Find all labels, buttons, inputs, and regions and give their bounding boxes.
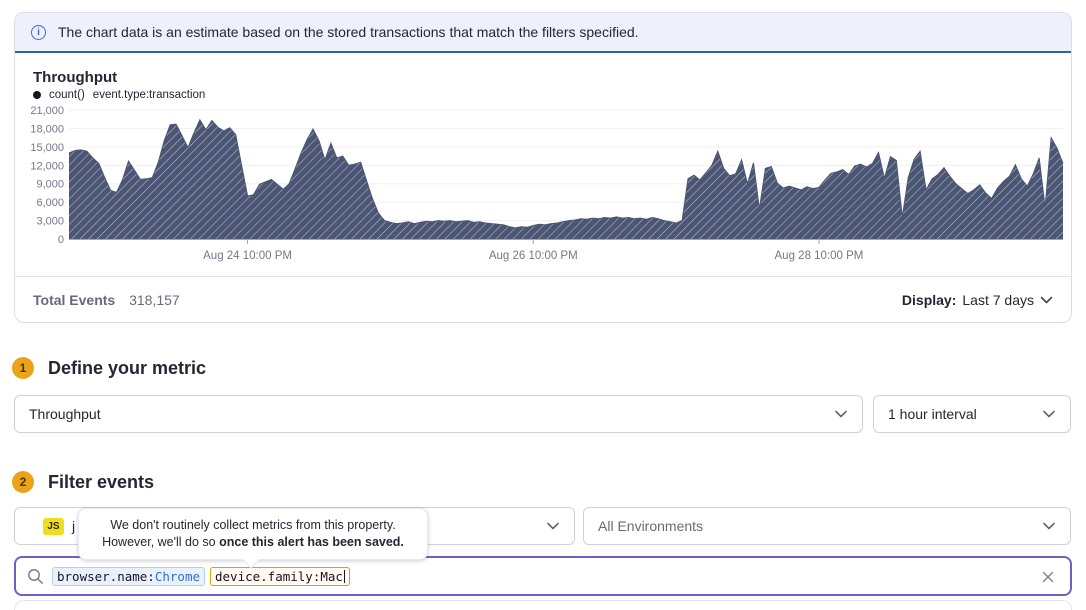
text-cursor — [343, 569, 345, 583]
chevron-down-icon — [547, 522, 559, 530]
chart-panel: i The chart data is an estimate based on… — [14, 12, 1072, 323]
step1-heading: 1 Define your metric — [12, 357, 206, 379]
svg-text:9,000: 9,000 — [36, 179, 64, 191]
step2-heading: 2 Filter events — [12, 471, 154, 493]
step2-number-badge: 2 — [12, 471, 34, 493]
search-input[interactable]: browser.name:Chrome device.family:Mac — [14, 556, 1072, 596]
svg-text:15,000: 15,000 — [31, 142, 64, 154]
metric-select-value: Throughput — [29, 406, 101, 422]
project-select-value: j — [72, 518, 76, 534]
step1-title: Define your metric — [48, 357, 207, 378]
svg-text:12,000: 12,000 — [31, 160, 64, 172]
info-icon: i — [31, 24, 46, 40]
info-banner: i The chart data is an estimate based on… — [15, 13, 1071, 53]
chart-section: Throughput count() event.type:transactio… — [15, 53, 1071, 276]
javascript-platform-icon: JS — [43, 517, 64, 535]
token-key: browser.name: — [57, 568, 155, 584]
throughput-area-chart[interactable]: 0 3,000 6,000 9,000 12,000 15,000 18,000 21,000… — [30, 101, 1065, 265]
legend-aggregate: count() — [49, 89, 85, 101]
info-banner-text: The chart data is an estimate based on t… — [58, 24, 639, 40]
display-value: Last 7 days — [962, 291, 1034, 308]
interval-select[interactable]: 1 hour interval — [873, 395, 1071, 433]
metric-select[interactable]: Throughput — [14, 395, 863, 433]
total-events-value: 318,157 — [129, 291, 180, 308]
svg-text:0: 0 — [58, 234, 64, 246]
clear-search-icon[interactable] — [1040, 569, 1056, 585]
search-token-browser-name[interactable]: browser.name:Chrome — [52, 566, 205, 586]
svg-text:3,000: 3,000 — [36, 216, 64, 228]
svg-text:Aug 28 10:00 PM: Aug 28 10:00 PM — [775, 250, 864, 262]
chevron-down-icon — [1043, 410, 1055, 418]
svg-text:Aug 26 10:00 PM: Aug 26 10:00 PM — [489, 250, 578, 262]
svg-text:6,000: 6,000 — [36, 197, 64, 209]
search-token-device-family[interactable]: device.family:Mac — [210, 566, 350, 586]
legend-dot-icon — [33, 91, 41, 99]
token-key: device.family: — [215, 568, 321, 584]
chart-title: Throughput — [33, 69, 118, 86]
interval-select-value: 1 hour interval — [888, 406, 977, 422]
search-icon — [28, 569, 43, 584]
display-range-dropdown[interactable]: Display: Last 7 days — [902, 292, 1053, 308]
legend-filter: event.type:transaction — [92, 89, 206, 101]
tooltip-line1: We don't routinely collect metrics from … — [110, 518, 396, 532]
chevron-down-icon — [835, 410, 847, 418]
svg-text:Aug 24 10:00 PM: Aug 24 10:00 PM — [203, 250, 292, 262]
token-value: Chrome — [154, 568, 200, 584]
svg-text:21,000: 21,000 — [31, 105, 64, 117]
step1-number-badge: 1 — [12, 357, 34, 379]
token-value: Mac — [320, 568, 343, 584]
metrics-tooltip: We don't routinely collect metrics from … — [78, 508, 428, 569]
svg-text:18,000: 18,000 — [31, 123, 64, 135]
environment-select-value: All Environments — [598, 518, 704, 534]
total-events: Total Events 318,157 — [33, 292, 180, 308]
chevron-down-icon — [1043, 522, 1055, 530]
display-label: Display: — [901, 291, 957, 308]
environment-select[interactable]: All Environments — [583, 507, 1071, 545]
tooltip-line2: However, we'll do so once this alert has… — [102, 534, 404, 549]
chart-panel-footer: Total Events 318,157 Display: Last 7 day… — [15, 276, 1071, 322]
chevron-down-icon — [1040, 296, 1053, 303]
step2-title: Filter events — [48, 471, 155, 492]
chart-legend: count() event.type:transaction — [31, 89, 1063, 101]
total-events-label: Total Events — [33, 291, 116, 308]
